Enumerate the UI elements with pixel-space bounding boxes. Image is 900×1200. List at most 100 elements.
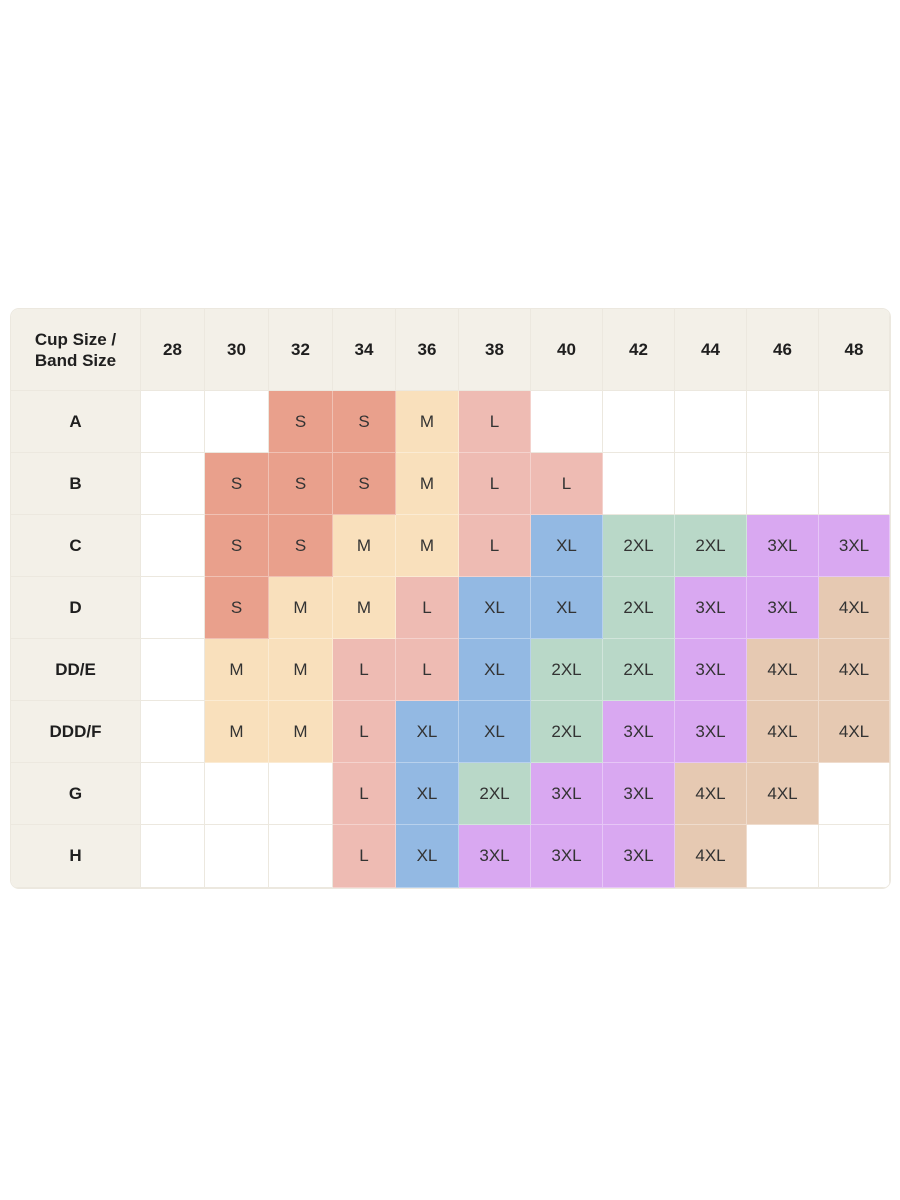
size-cell: L — [459, 453, 531, 515]
band-size-header: 32 — [269, 309, 333, 391]
size-cell: 2XL — [531, 701, 603, 763]
band-size-header: 48 — [819, 309, 890, 391]
size-cell — [141, 639, 205, 701]
size-cell: L — [333, 701, 396, 763]
size-cell: 4XL — [675, 763, 747, 825]
size-cell — [603, 391, 675, 453]
size-cell — [675, 453, 747, 515]
size-cell: 3XL — [603, 763, 675, 825]
size-cell: L — [396, 639, 459, 701]
cup-size-header: DDD/F — [11, 701, 141, 763]
size-cell: XL — [531, 515, 603, 577]
size-cell: 2XL — [459, 763, 531, 825]
size-cell: L — [459, 391, 531, 453]
size-cell: S — [269, 453, 333, 515]
size-cell: 3XL — [531, 825, 603, 888]
size-cell — [141, 825, 205, 888]
size-cell: L — [333, 825, 396, 888]
size-cell — [141, 515, 205, 577]
size-cell — [747, 391, 819, 453]
cup-size-header: G — [11, 763, 141, 825]
size-cell: S — [269, 515, 333, 577]
size-cell: L — [333, 763, 396, 825]
size-chart-table: Cup Size / Band Size 28 30 32 34 36 38 40 42 44 46 4… — [11, 309, 890, 888]
size-cell — [269, 825, 333, 888]
size-cell: 4XL — [819, 639, 890, 701]
band-size-header: 44 — [675, 309, 747, 391]
size-cell — [205, 825, 269, 888]
size-cell: S — [333, 391, 396, 453]
size-cell: 2XL — [531, 639, 603, 701]
band-size-header: 30 — [205, 309, 269, 391]
size-cell — [269, 763, 333, 825]
band-size-header: 42 — [603, 309, 675, 391]
size-cell: 2XL — [603, 515, 675, 577]
size-cell — [819, 453, 890, 515]
size-cell: M — [333, 515, 396, 577]
size-cell — [141, 701, 205, 763]
size-cell: 3XL — [675, 701, 747, 763]
size-cell — [603, 453, 675, 515]
size-cell: XL — [396, 825, 459, 888]
size-cell — [819, 825, 890, 888]
size-cell: L — [333, 639, 396, 701]
size-cell — [675, 391, 747, 453]
size-cell: 4XL — [675, 825, 747, 888]
size-cell: 4XL — [819, 701, 890, 763]
size-cell: 3XL — [603, 825, 675, 888]
size-cell — [205, 391, 269, 453]
corner-header: Cup Size / Band Size — [11, 309, 141, 391]
size-cell: M — [269, 577, 333, 639]
band-size-header: 38 — [459, 309, 531, 391]
size-cell: 3XL — [819, 515, 890, 577]
cup-size-header: A — [11, 391, 141, 453]
size-cell: XL — [531, 577, 603, 639]
corner-label-line1: Cup Size / — [34, 329, 117, 349]
size-cell: 2XL — [603, 577, 675, 639]
corner-label: Cup Size / Band Size — [35, 329, 116, 371]
size-cell: 3XL — [459, 825, 531, 888]
size-cell: M — [396, 453, 459, 515]
size-cell: S — [269, 391, 333, 453]
size-cell: M — [205, 701, 269, 763]
size-cell: S — [333, 453, 396, 515]
size-cell: M — [396, 515, 459, 577]
band-size-header: 36 — [396, 309, 459, 391]
size-cell: XL — [396, 763, 459, 825]
size-cell: M — [205, 639, 269, 701]
size-cell: M — [333, 577, 396, 639]
size-cell: 4XL — [747, 701, 819, 763]
size-cell — [141, 763, 205, 825]
size-cell: L — [396, 577, 459, 639]
size-cell — [819, 763, 890, 825]
band-size-header: 46 — [747, 309, 819, 391]
size-cell: M — [396, 391, 459, 453]
size-cell: L — [531, 453, 603, 515]
size-cell — [141, 391, 205, 453]
size-cell: 3XL — [531, 763, 603, 825]
cup-size-header: B — [11, 453, 141, 515]
size-cell: XL — [459, 701, 531, 763]
size-cell: 4XL — [747, 639, 819, 701]
cup-size-header: DD/E — [11, 639, 141, 701]
size-cell: S — [205, 453, 269, 515]
size-cell: 2XL — [675, 515, 747, 577]
band-size-header: 28 — [141, 309, 205, 391]
size-cell — [141, 577, 205, 639]
size-cell: XL — [459, 639, 531, 701]
size-cell — [747, 825, 819, 888]
size-cell: XL — [396, 701, 459, 763]
size-cell — [531, 391, 603, 453]
size-cell — [141, 453, 205, 515]
size-cell: 3XL — [675, 639, 747, 701]
cup-size-header: H — [11, 825, 141, 888]
size-cell — [205, 763, 269, 825]
cup-size-header: D — [11, 577, 141, 639]
size-cell: 3XL — [675, 577, 747, 639]
size-cell: L — [459, 515, 531, 577]
size-cell: M — [269, 701, 333, 763]
size-cell — [819, 391, 890, 453]
cup-size-header: C — [11, 515, 141, 577]
size-cell: 2XL — [603, 639, 675, 701]
size-cell: M — [269, 639, 333, 701]
